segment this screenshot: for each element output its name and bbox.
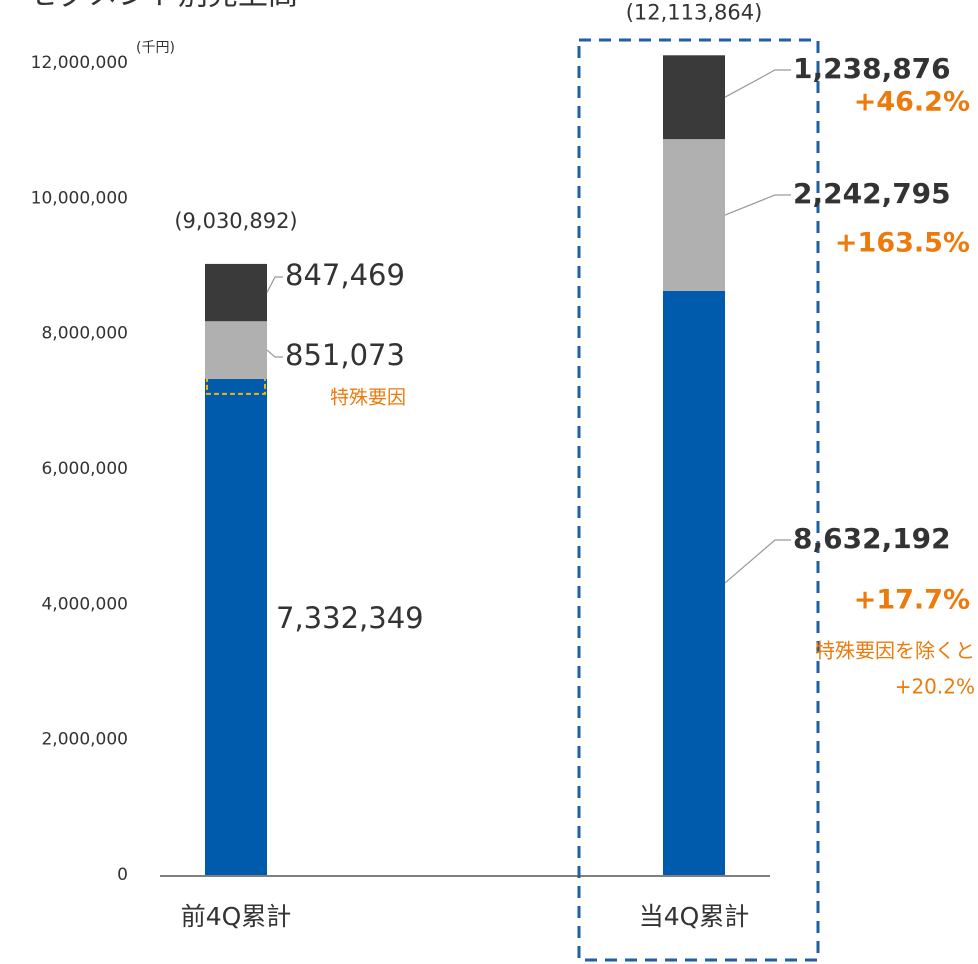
leader-line <box>724 539 791 584</box>
y-tick-label: 8,000,000 <box>41 324 128 344</box>
bar-segment <box>205 378 267 875</box>
chart-title: セグメント別売上高 <box>28 0 298 13</box>
value-label: 2,242,795 <box>793 177 951 210</box>
value-label: 7,332,349 <box>276 601 424 635</box>
bar-segment <box>663 55 725 140</box>
y-tick-label: 6,000,000 <box>41 459 128 479</box>
annotation: +163.5% <box>835 228 970 259</box>
leader-line <box>724 69 791 98</box>
value-label: 847,469 <box>285 258 405 292</box>
leader-line <box>266 276 283 293</box>
y-tick-label: 2,000,000 <box>41 730 128 750</box>
y-tick-label: 0 <box>117 865 128 885</box>
value-label: 8,632,192 <box>793 522 951 555</box>
leader-line <box>724 194 791 216</box>
annotation: +17.7% <box>854 585 970 616</box>
leader-line <box>266 349 283 358</box>
bar-segment <box>663 290 725 876</box>
bar-segment <box>663 139 725 291</box>
bar-segment <box>205 321 267 379</box>
x-tick-label: 前4Q累計 <box>181 902 292 931</box>
annotation: 特殊要因 <box>330 387 406 409</box>
value-label: 1,238,876 <box>793 52 951 85</box>
value-label: 851,073 <box>285 338 405 372</box>
bar-segment <box>205 263 267 322</box>
y-tick-label: 4,000,000 <box>41 594 128 614</box>
total-label: (12,113,864) <box>626 0 763 24</box>
total-label: (9,030,892) <box>174 209 297 233</box>
annotation: +20.2% <box>895 675 975 699</box>
y-tick-label: 10,000,000 <box>31 188 128 208</box>
annotation: +46.2% <box>854 87 970 118</box>
unit-label: (千円) <box>136 40 175 56</box>
annotation: 特殊要因を除くと <box>815 639 975 663</box>
y-tick-label: 12,000,000 <box>31 53 128 73</box>
x-tick-label: 当4Q累計 <box>639 902 750 931</box>
